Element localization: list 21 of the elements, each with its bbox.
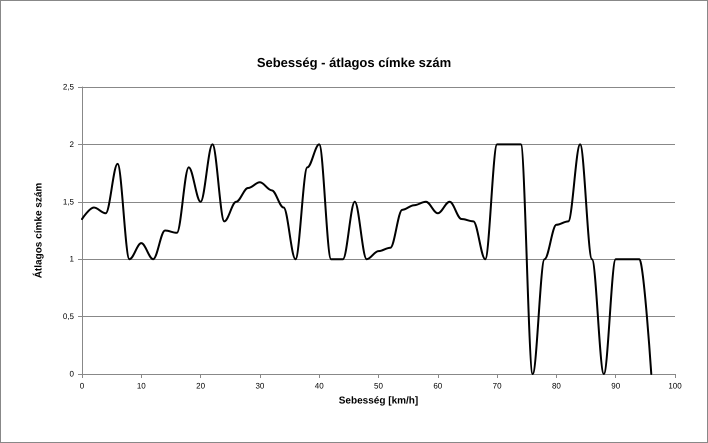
x-tick-label: 90 [611, 382, 621, 390]
line-series [81, 143, 652, 375]
y-tick-label: 0 [70, 370, 75, 378]
x-tick-label: 30 [255, 382, 265, 390]
x-tick-label: 0 [80, 382, 85, 390]
y-tick-label: 0,5 [62, 312, 75, 322]
x-tick-label: 70 [492, 382, 502, 390]
x-tick-label: 20 [196, 382, 206, 390]
y-tick-label: 1,5 [62, 197, 75, 206]
x-tick-label: 50 [374, 382, 384, 390]
x-tick-label: 80 [552, 382, 562, 390]
x-axis-title: Sebesség [km/h] [338, 396, 418, 406]
x-tick-label: 10 [136, 382, 146, 390]
y-tick-label: 2,5 [62, 82, 75, 92]
x-tick-label: 40 [314, 382, 324, 390]
y-axis-title: Átlagos címke szám [32, 182, 44, 278]
chart-title: Sebesség - átlagos címke szám [256, 55, 452, 70]
y-tick-label: 2 [70, 140, 75, 149]
y-tick-label: 1 [70, 254, 75, 264]
x-tick-label: 100 [668, 382, 682, 390]
x-tick-label: 60 [433, 382, 443, 390]
